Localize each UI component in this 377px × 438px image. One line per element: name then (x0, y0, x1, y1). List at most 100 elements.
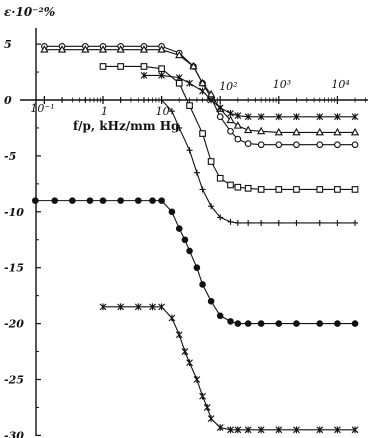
data-point (186, 359, 193, 367)
data-point (351, 426, 359, 434)
data-point (41, 97, 48, 103)
data-point (334, 320, 341, 327)
data-point (32, 197, 39, 204)
data-point (352, 219, 359, 226)
data-point (82, 97, 89, 103)
data-point (99, 63, 107, 70)
data-point (234, 135, 242, 143)
data-point (199, 87, 206, 95)
data-point (199, 186, 206, 193)
y-tick-label: -15 (4, 262, 24, 275)
data-point (117, 303, 125, 311)
data-point (227, 110, 234, 117)
data-point (227, 127, 234, 135)
data-point (186, 79, 193, 87)
data-point (351, 320, 359, 327)
data-point (181, 236, 189, 244)
series-star (140, 72, 359, 121)
data-point (176, 124, 183, 131)
data-point (100, 97, 106, 103)
data-point (140, 97, 147, 103)
x-axis-label: f/p, kHz/mm Hg (73, 119, 180, 133)
data-point (334, 186, 341, 193)
data-point (293, 186, 300, 193)
data-point (193, 376, 201, 383)
data-point (208, 203, 215, 210)
x-tick-label: 10⁴ (331, 78, 349, 91)
data-point (158, 303, 165, 311)
data-point (226, 115, 235, 124)
data-point (175, 50, 184, 59)
series-square-open (99, 63, 359, 193)
data-point (292, 127, 301, 136)
data-point (186, 247, 193, 255)
y-tick-label: -5 (4, 150, 16, 163)
data-point (186, 102, 193, 109)
data-point (158, 65, 165, 73)
data-point (157, 45, 166, 53)
data-point (134, 303, 142, 311)
data-point (181, 348, 189, 355)
series-line (35, 200, 356, 325)
data-point (134, 197, 142, 204)
data-point (227, 318, 234, 325)
data-point (244, 320, 252, 327)
data-point (59, 97, 66, 103)
y-tick-label: -30 (4, 429, 24, 438)
data-point (257, 320, 265, 327)
data-point (186, 147, 193, 154)
data-point (149, 197, 156, 204)
y-tick-label: 0 (4, 94, 12, 107)
data-point (98, 45, 108, 53)
series-plus (41, 97, 359, 226)
data-point (139, 45, 149, 53)
data-point (274, 127, 283, 136)
data-point (86, 197, 94, 204)
data-point (199, 281, 206, 288)
data-point (334, 219, 341, 226)
y-tick-label: 5 (4, 38, 12, 51)
data-point (293, 113, 300, 121)
data-point (244, 184, 252, 192)
data-point (227, 218, 234, 225)
data-point (351, 113, 359, 121)
data-point (216, 424, 224, 431)
data-point (158, 97, 165, 103)
data-point (189, 61, 198, 70)
data-point (244, 113, 252, 121)
data-point (117, 63, 124, 70)
y-axis-label: ε·10⁻²% (4, 5, 55, 19)
data-point (334, 426, 341, 434)
data-point (207, 297, 215, 305)
data-point (351, 186, 359, 193)
data-point (315, 127, 324, 136)
data-point (275, 426, 283, 434)
data-point (116, 45, 125, 53)
data-point (316, 141, 324, 149)
data-point (168, 314, 176, 322)
data-point (244, 125, 253, 134)
data-point (234, 183, 242, 191)
data-point (57, 45, 67, 53)
data-point (350, 127, 360, 136)
data-point (216, 174, 224, 182)
data-point (216, 312, 224, 320)
data-point (293, 320, 300, 327)
y-tick-label: -20 (4, 318, 24, 331)
data-point (257, 141, 265, 149)
data-point (199, 130, 206, 137)
data-point (333, 127, 342, 136)
x-tick-label: 1 (101, 105, 108, 118)
data-point (81, 45, 90, 53)
data-point (275, 141, 283, 149)
data-point (149, 303, 156, 311)
data-point (175, 79, 183, 87)
data-point (168, 108, 175, 115)
data-point (140, 72, 148, 79)
data-point (234, 426, 242, 434)
data-point (275, 113, 283, 121)
data-point (257, 126, 266, 135)
data-point (244, 140, 252, 147)
data-point (207, 96, 215, 104)
